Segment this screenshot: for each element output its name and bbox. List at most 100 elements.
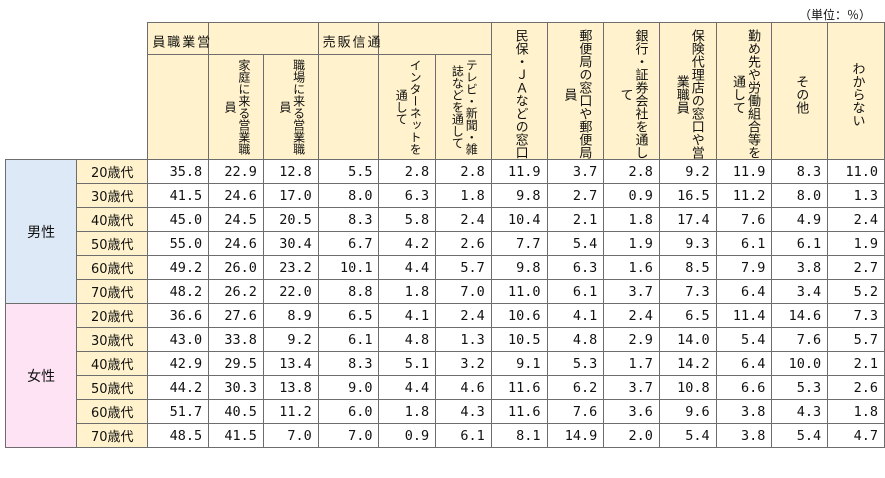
value-cell: 4.1 bbox=[546, 303, 605, 328]
value-cell: 3.8 bbox=[715, 399, 773, 424]
header-tv-mag: テレビ・新聞・雑誌などを通して bbox=[435, 54, 492, 160]
group-label-male: 男性 bbox=[4, 159, 78, 304]
header-minpo: 民保・ＪＡなどの窓口 bbox=[490, 22, 548, 160]
value-cell: 2.6 bbox=[827, 375, 885, 400]
value-cell: 29.5 bbox=[208, 351, 264, 376]
table-row: 40歳代 42.9 29.5 13.4 8.3 5.1 3.2 9.1 5.3 1.7 14.2 6.… bbox=[6, 351, 885, 376]
value-cell: 6.1 bbox=[715, 231, 773, 256]
value-cell: 42.9 bbox=[147, 351, 210, 376]
value-cell: 10.1 bbox=[317, 255, 380, 280]
value-cell: 9.2 bbox=[658, 159, 717, 184]
value-cell: 6.1 bbox=[546, 279, 605, 304]
header-internet: インターネットを通して bbox=[378, 54, 437, 160]
value-cell: 17.0 bbox=[262, 183, 319, 208]
value-cell: 1.3 bbox=[435, 327, 492, 352]
value-cell: 36.6 bbox=[147, 303, 210, 328]
value-cell: 7.0 bbox=[435, 279, 492, 304]
value-cell: 11.2 bbox=[262, 399, 319, 424]
value-cell: 5.3 bbox=[546, 351, 605, 376]
value-cell: 10.0 bbox=[771, 351, 829, 376]
value-cell: 10.4 bbox=[490, 207, 548, 232]
value-cell: 8.8 bbox=[317, 279, 380, 304]
header-sales-blank bbox=[208, 21, 319, 55]
value-cell: 1.9 bbox=[603, 231, 660, 256]
value-cell: 2.0 bbox=[603, 423, 660, 448]
table-row: 50歳代 44.2 30.3 13.8 9.0 4.4 4.6 11.6 6.2 3.7 10.8 6… bbox=[6, 375, 885, 400]
age-label: 30歳代 bbox=[76, 327, 149, 352]
value-cell: 12.8 bbox=[262, 159, 319, 184]
value-cell: 9.6 bbox=[658, 399, 717, 424]
value-cell: 4.4 bbox=[378, 375, 437, 400]
group-label-female: 女性 bbox=[4, 303, 78, 448]
value-cell: 1.8 bbox=[435, 183, 492, 208]
header-sales-staff: 営業職員 bbox=[147, 21, 209, 56]
value-cell: 5.5 bbox=[317, 159, 380, 184]
value-cell: 4.8 bbox=[546, 327, 605, 352]
value-cell: 3.8 bbox=[715, 423, 773, 448]
value-cell: 35.8 bbox=[147, 159, 210, 184]
value-cell: 4.3 bbox=[435, 399, 492, 424]
age-label: 60歳代 bbox=[76, 255, 149, 280]
value-cell: 49.2 bbox=[147, 255, 210, 280]
value-cell: 5.8 bbox=[378, 207, 437, 232]
value-cell: 8.5 bbox=[658, 255, 717, 280]
value-cell: 40.5 bbox=[208, 399, 264, 424]
value-cell: 1.8 bbox=[603, 207, 660, 232]
value-cell: 11.6 bbox=[490, 375, 548, 400]
table-row: 女性 20歳代 36.6 27.6 8.9 6.5 4.1 2.4 10.6 4.1 2.4 6.5 1… bbox=[4, 303, 885, 448]
value-cell: 5.4 bbox=[546, 231, 605, 256]
header-mail-order: 通信販売 bbox=[317, 21, 379, 56]
value-cell: 3.6 bbox=[603, 399, 660, 424]
value-cell: 24.6 bbox=[208, 231, 264, 256]
value-cell: 11.9 bbox=[715, 159, 773, 184]
value-cell: 5.7 bbox=[827, 327, 885, 352]
value-cell: 5.2 bbox=[827, 279, 885, 304]
table-body: 男性 20歳代 35.8 22.9 12.8 5.5 2.8 2.8 11.9 3.7 2.8 9.2… bbox=[4, 159, 885, 448]
value-cell: 27.6 bbox=[208, 303, 264, 328]
value-cell: 9.0 bbox=[317, 375, 380, 400]
value-cell: 4.3 bbox=[771, 399, 829, 424]
value-cell: 20.5 bbox=[262, 207, 319, 232]
header-sales-work: 職場に来る営業職員 bbox=[262, 54, 319, 160]
header-employer: 勤め先や労働組合等を通して bbox=[715, 22, 773, 160]
value-cell: 30.3 bbox=[208, 375, 264, 400]
header-mail-spacer bbox=[317, 54, 380, 160]
header-other: その他 bbox=[771, 22, 829, 160]
value-cell: 26.0 bbox=[208, 255, 264, 280]
table-row: 30歳代 43.0 33.8 9.2 6.1 4.8 1.3 10.5 4.8 2.9 14.0 5.… bbox=[6, 327, 885, 352]
value-cell: 0.9 bbox=[378, 423, 437, 448]
value-cell: 3.7 bbox=[546, 159, 605, 184]
value-cell: 10.5 bbox=[490, 327, 548, 352]
value-cell: 14.9 bbox=[546, 423, 605, 448]
age-label: 40歳代 bbox=[76, 207, 149, 232]
value-cell: 8.1 bbox=[490, 423, 548, 448]
value-cell: 48.5 bbox=[147, 423, 210, 448]
value-cell: 48.2 bbox=[147, 279, 210, 304]
value-cell: 33.8 bbox=[208, 327, 264, 352]
table-row: 30歳代 41.5 24.6 17.0 8.0 6.3 1.8 9.8 2.7 0.9 16.5 11… bbox=[6, 183, 885, 208]
value-cell: 30.4 bbox=[262, 231, 319, 256]
value-cell: 24.5 bbox=[208, 207, 264, 232]
value-cell: 2.1 bbox=[827, 351, 885, 376]
value-cell: 13.4 bbox=[262, 351, 319, 376]
value-cell: 7.6 bbox=[715, 207, 773, 232]
value-cell: 22.0 bbox=[262, 279, 319, 304]
value-cell: 3.7 bbox=[603, 279, 660, 304]
value-cell: 9.8 bbox=[490, 183, 548, 208]
value-cell: 41.5 bbox=[208, 423, 264, 448]
header-agency: 保険代理店の窓口や営業職員 bbox=[658, 22, 717, 160]
value-cell: 10.6 bbox=[490, 303, 548, 328]
value-cell: 3.2 bbox=[435, 351, 492, 376]
value-cell: 7.0 bbox=[317, 423, 380, 448]
value-cell: 11.6 bbox=[490, 399, 548, 424]
value-cell: 5.4 bbox=[771, 423, 829, 448]
value-cell: 11.0 bbox=[490, 279, 548, 304]
value-cell: 4.2 bbox=[378, 231, 437, 256]
value-cell: 17.4 bbox=[658, 207, 717, 232]
value-cell: 6.1 bbox=[771, 231, 829, 256]
table-row: 60歳代 51.7 40.5 11.2 6.0 1.8 4.3 11.6 7.6 3.6 9.6 3.… bbox=[6, 399, 885, 424]
value-cell: 7.3 bbox=[658, 279, 717, 304]
value-cell: 11.9 bbox=[490, 159, 548, 184]
value-cell: 1.3 bbox=[827, 183, 885, 208]
table-row: 男性 20歳代 35.8 22.9 12.8 5.5 2.8 2.8 11.9 3.7 2.8 9.2… bbox=[4, 159, 885, 304]
